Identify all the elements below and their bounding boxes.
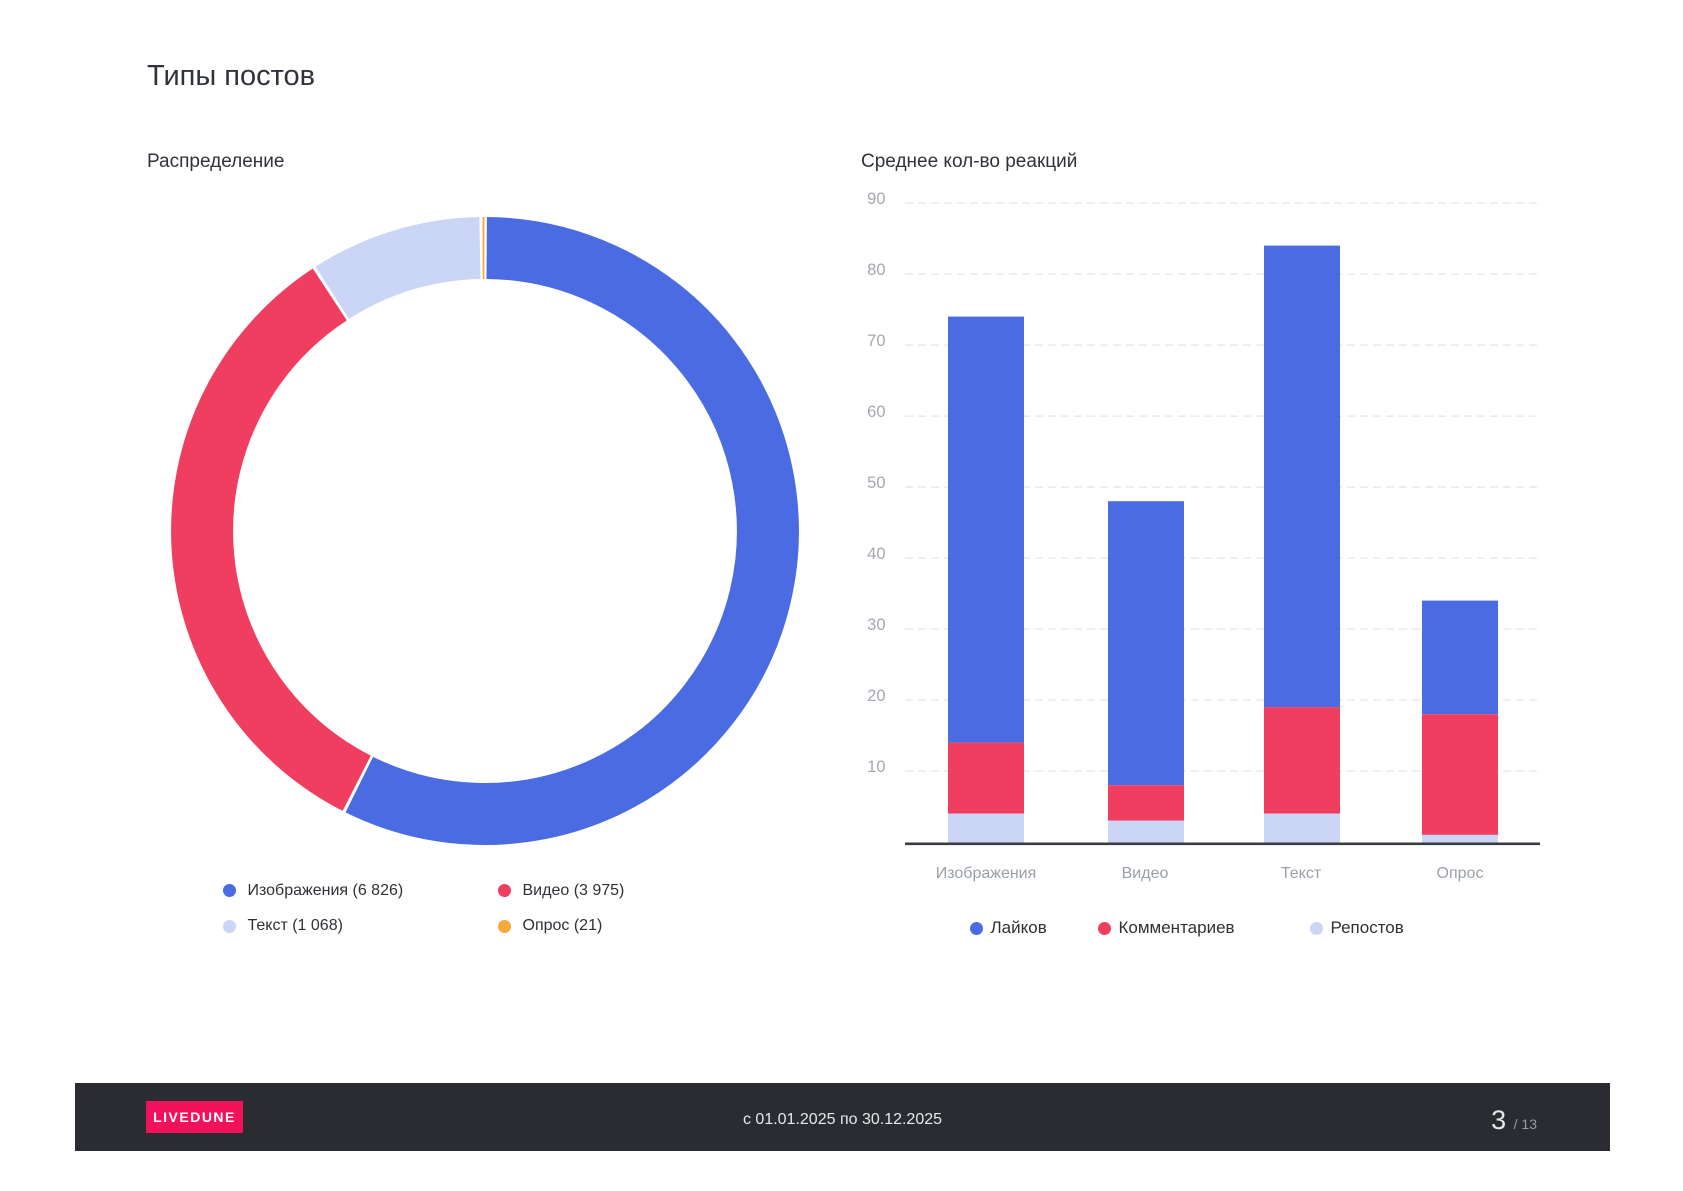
svg-text:50: 50 xyxy=(867,474,885,492)
svg-text:20: 20 xyxy=(867,687,885,705)
svg-text:70: 70 xyxy=(867,332,885,350)
svg-text:Изображения: Изображения xyxy=(936,865,1037,882)
svg-text:Видео: Видео xyxy=(1122,865,1169,882)
svg-text:80: 80 xyxy=(867,261,885,279)
svg-text:90: 90 xyxy=(867,190,885,208)
svg-text:60: 60 xyxy=(867,403,885,421)
svg-text:30: 30 xyxy=(867,616,885,634)
svg-text:Текст: Текст xyxy=(1281,865,1322,882)
svg-text:10: 10 xyxy=(867,758,885,776)
svg-text:Опрос: Опрос xyxy=(1437,865,1484,882)
svg-text:40: 40 xyxy=(867,545,885,563)
